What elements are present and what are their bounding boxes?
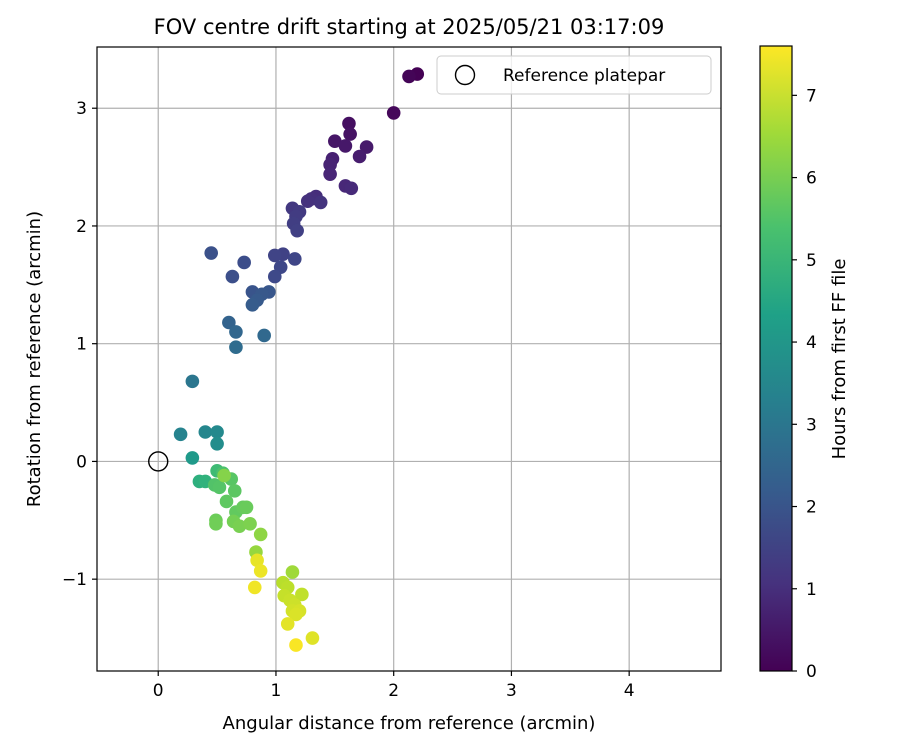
colorbar-tick-label: 2 xyxy=(806,498,817,518)
data-point xyxy=(289,607,303,622)
data-point xyxy=(229,340,243,355)
data-point xyxy=(247,580,262,595)
x-axis-ticks: 0 1 2 3 4 xyxy=(153,671,635,701)
x-axis-label: Angular distance from reference (arcmin) xyxy=(223,713,596,734)
data-point xyxy=(257,328,271,343)
plot-frame xyxy=(96,46,722,672)
y-tick-label: 1 xyxy=(76,335,87,355)
data-point xyxy=(210,425,224,439)
data-point xyxy=(219,494,234,509)
data-point xyxy=(280,617,295,631)
data-point xyxy=(239,500,254,515)
data-point xyxy=(185,374,200,389)
colorbar xyxy=(759,45,793,672)
data-point xyxy=(323,157,337,172)
data-point xyxy=(253,527,268,542)
data-point xyxy=(313,195,328,210)
data-point xyxy=(217,468,231,483)
data-point xyxy=(222,315,236,330)
data-point xyxy=(253,564,268,578)
grid xyxy=(97,47,721,671)
data-point xyxy=(295,587,309,602)
x-tick-label: 3 xyxy=(506,681,517,701)
data-point xyxy=(229,325,243,339)
data-point xyxy=(402,69,416,84)
colorbar-tick-label: 7 xyxy=(806,86,817,106)
x-tick-label: 1 xyxy=(271,681,282,701)
legend: Reference platepar xyxy=(436,55,712,95)
data-point xyxy=(289,638,303,652)
data-point xyxy=(209,517,223,531)
data-point xyxy=(212,480,227,495)
colorbar-tick-label: 4 xyxy=(806,333,817,353)
data-point xyxy=(204,246,219,260)
y-tick-label: 0 xyxy=(76,452,87,472)
data-point xyxy=(185,451,200,465)
data-point xyxy=(287,252,302,266)
colorbar-tick-label: 5 xyxy=(806,251,817,271)
data-point xyxy=(225,269,240,284)
reference-platepar-marker xyxy=(148,451,169,472)
data-point xyxy=(210,436,224,451)
data-point xyxy=(173,427,188,442)
data-point xyxy=(232,519,247,533)
colorbar-tick-label: 3 xyxy=(806,415,817,435)
data-point xyxy=(290,223,304,238)
data-point xyxy=(352,149,367,164)
y-tick-label: 2 xyxy=(76,217,87,237)
x-tick-label: 4 xyxy=(624,681,635,701)
colorbar-tick-label: 6 xyxy=(806,169,817,189)
legend-marker xyxy=(454,64,476,86)
data-point xyxy=(342,116,356,131)
data-point xyxy=(359,140,374,154)
data-points xyxy=(173,67,425,652)
data-point xyxy=(267,248,282,263)
legend-label: Reference platepar xyxy=(503,66,665,86)
data-point xyxy=(227,484,242,498)
data-point xyxy=(267,269,282,284)
colorbar-label: Hours from first FF file xyxy=(829,259,850,460)
data-point xyxy=(343,127,357,141)
y-tick-label: 3 xyxy=(76,99,87,119)
y-tick-label: −1 xyxy=(62,570,87,590)
y-axis-ticks: −1 0 1 2 3 xyxy=(62,99,97,590)
x-tick-label: 2 xyxy=(388,681,399,701)
data-point xyxy=(285,565,300,579)
data-point xyxy=(305,631,320,645)
colorbar-tick-label: 0 xyxy=(806,662,817,682)
colorbar-ticks: 0 1 2 3 4 5 6 7 xyxy=(792,86,817,682)
data-point xyxy=(237,255,251,270)
data-point xyxy=(198,425,213,439)
legend-box xyxy=(436,55,712,95)
x-tick-label: 0 xyxy=(153,681,164,701)
data-point xyxy=(300,194,315,209)
data-point xyxy=(338,139,353,153)
data-point xyxy=(328,134,342,148)
data-point xyxy=(245,298,260,312)
data-point xyxy=(243,517,257,531)
colorbar-tick-label: 1 xyxy=(806,580,817,600)
data-point xyxy=(323,167,337,181)
data-point xyxy=(344,181,359,196)
chart-title: FOV centre drift starting at 2025/05/21 … xyxy=(154,15,665,39)
data-point xyxy=(250,553,264,568)
data-point xyxy=(386,106,401,120)
y-axis-label: Rotation from reference (arcmin) xyxy=(24,211,45,507)
